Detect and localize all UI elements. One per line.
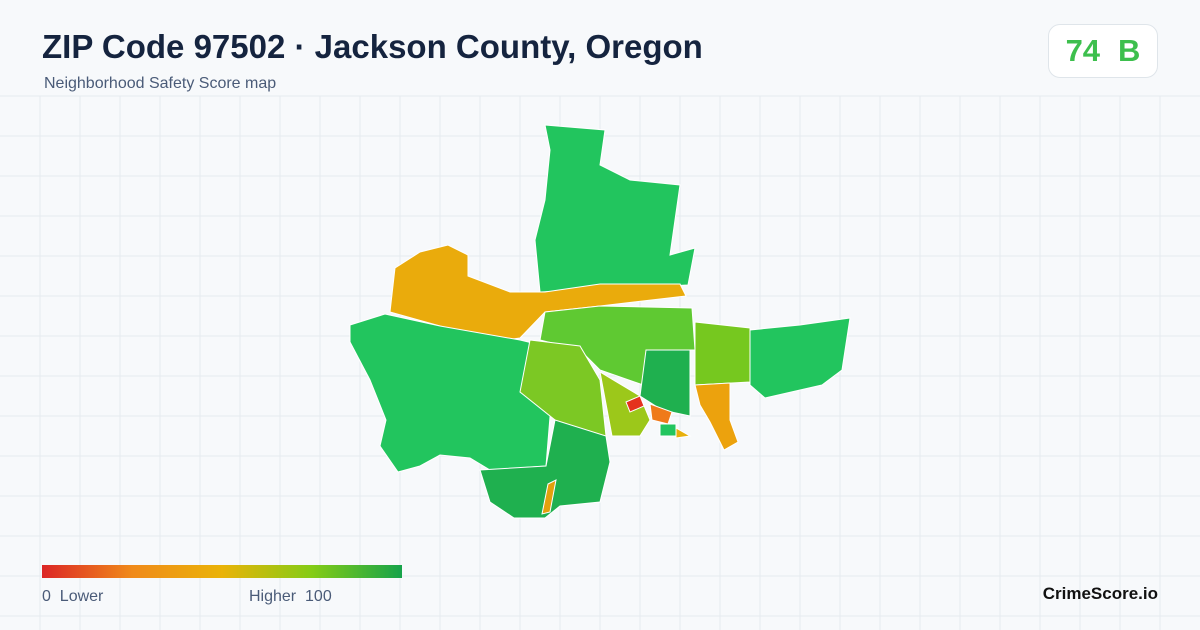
region <box>749 317 851 399</box>
region <box>479 419 611 519</box>
subtitle: Neighborhood Safety Score map <box>44 75 277 92</box>
title: ZIP Code 97502 · Jackson County, Oregon <box>42 28 703 65</box>
score-badge: 74 B <box>1048 24 1158 78</box>
brand: CrimeScore.io <box>1042 584 1158 603</box>
region <box>349 313 553 473</box>
legend-max: 100 <box>305 588 332 605</box>
grade: B <box>1118 33 1141 68</box>
region <box>659 423 677 437</box>
region <box>625 395 645 413</box>
region <box>599 370 651 437</box>
legend-max-label: Higher <box>249 588 297 605</box>
region <box>541 479 557 515</box>
region <box>534 124 696 293</box>
zip-regions <box>349 124 851 519</box>
region <box>694 321 751 386</box>
legend-gradient <box>42 565 402 578</box>
legend-high: Higher 100 <box>249 588 332 606</box>
legend-low: 0 Lower <box>42 588 103 606</box>
legend-min-label: Lower <box>59 588 104 605</box>
region <box>694 382 739 451</box>
score: 74 <box>1065 33 1101 68</box>
region <box>675 427 692 439</box>
region <box>639 349 691 417</box>
legend-min: 0 <box>42 588 51 605</box>
